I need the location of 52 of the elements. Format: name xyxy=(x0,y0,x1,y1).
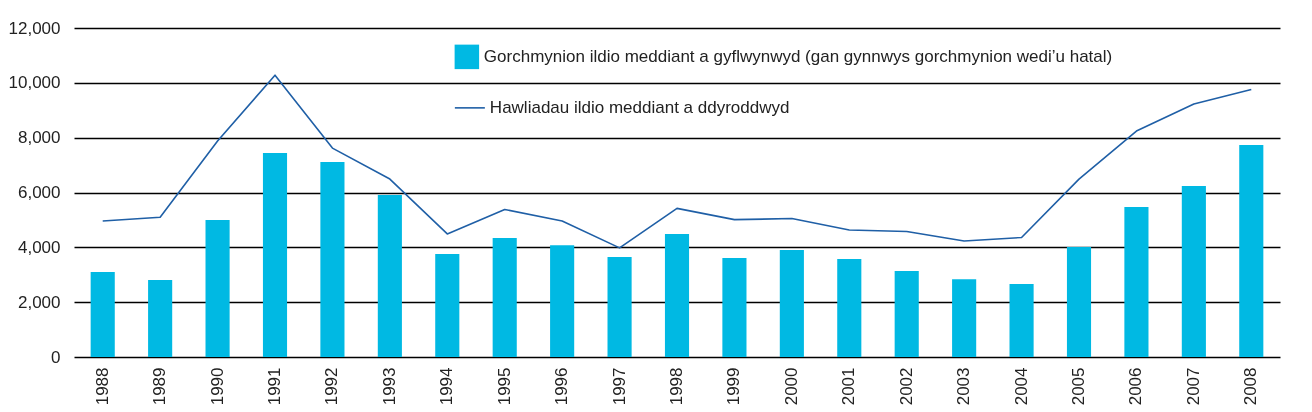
bar xyxy=(1066,247,1092,357)
bar xyxy=(1124,207,1149,357)
x-tick-label: 1993 xyxy=(379,367,399,406)
x-tick-label: 2003 xyxy=(954,367,974,406)
x-tick-label: 2002 xyxy=(896,367,916,406)
bar xyxy=(435,253,460,357)
bar xyxy=(377,194,402,357)
bar xyxy=(837,259,862,357)
x-tick-label: 2005 xyxy=(1069,367,1088,406)
x-tick-label: 1996 xyxy=(552,367,572,406)
bar xyxy=(1181,185,1206,357)
bar xyxy=(894,270,919,357)
legend-label: Hawliadau ildio meddiant a ddyroddwyd xyxy=(489,97,790,117)
bar xyxy=(1009,284,1034,357)
x-tick-label: 1990 xyxy=(207,367,227,406)
bar xyxy=(664,233,690,357)
bar xyxy=(90,272,115,357)
x-tick-label: 2006 xyxy=(1126,367,1146,406)
x-tick-label: 2000 xyxy=(781,367,801,406)
bar xyxy=(205,219,230,357)
bar xyxy=(148,279,173,357)
bar xyxy=(1239,145,1264,357)
x-tick-label: 2008 xyxy=(1241,367,1261,406)
bar xyxy=(320,162,345,357)
y-tick-label: 8,000 xyxy=(17,128,61,148)
x-tick-label: 2001 xyxy=(839,367,859,406)
x-tick-label: 1988 xyxy=(92,367,112,406)
x-tick-label: 1994 xyxy=(437,367,457,406)
bar xyxy=(492,238,517,357)
bar xyxy=(779,250,804,357)
y-tick-label: 6,000 xyxy=(17,183,61,202)
legend-label: Gorchmynion ildio meddiant a gyflwynwyd (gan gynnwys gorchmynion wedi’u hatal) xyxy=(483,46,1113,66)
bar xyxy=(550,245,575,357)
x-tick-label: 1998 xyxy=(667,367,686,406)
x-tick-label: 2007 xyxy=(1183,367,1203,406)
y-tick-label: 0 xyxy=(51,347,61,367)
bar xyxy=(607,256,632,357)
bar xyxy=(262,153,288,357)
y-tick-label: 12,000 xyxy=(8,18,61,38)
x-tick-label: 1997 xyxy=(609,367,629,406)
x-tick-label: 2004 xyxy=(1011,367,1031,406)
x-tick-label: 1992 xyxy=(322,367,342,406)
y-tick-label: 2,000 xyxy=(17,292,61,312)
y-tick-label: 4,000 xyxy=(17,237,61,257)
line-series xyxy=(101,74,1253,249)
bar xyxy=(952,279,977,357)
bar xyxy=(722,258,747,357)
y-tick-label: 10,000 xyxy=(8,73,61,93)
x-tick-label: 1995 xyxy=(494,367,514,406)
x-tick-label: 1989 xyxy=(150,367,170,406)
x-tick-label: 1999 xyxy=(724,367,744,406)
x-tick-label: 1991 xyxy=(265,367,284,406)
